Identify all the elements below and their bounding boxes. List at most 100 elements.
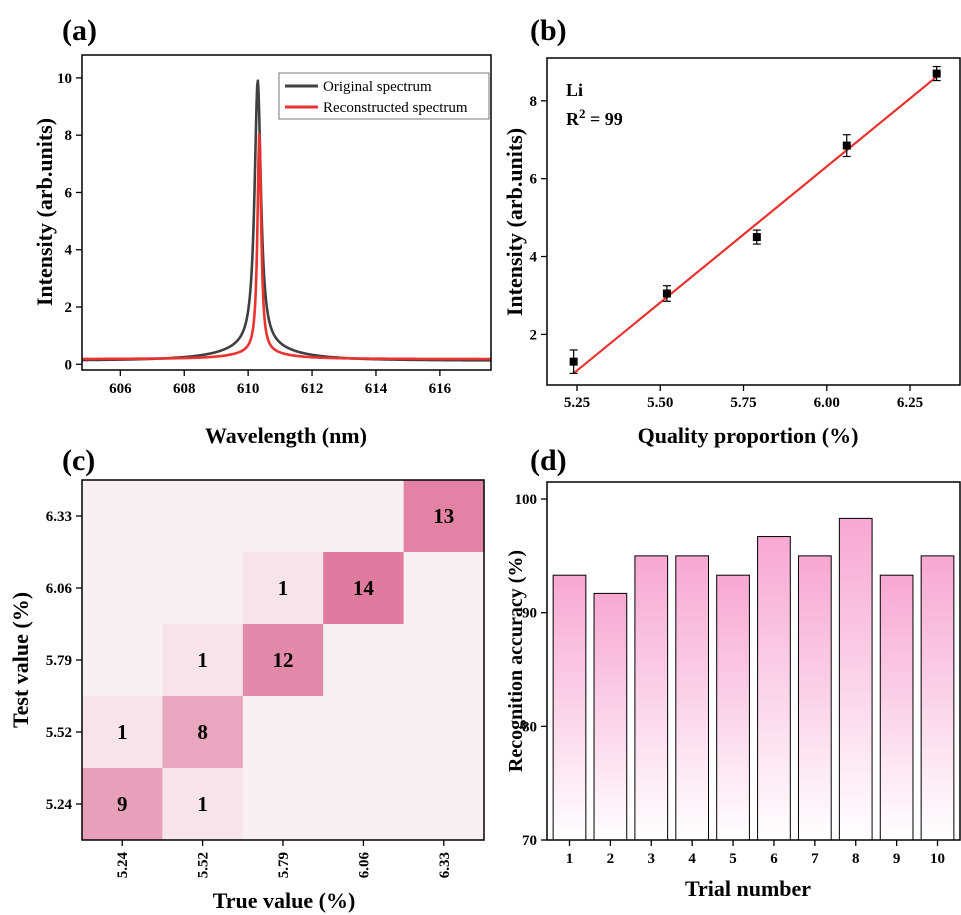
spectrum-x-tick-label: 610	[237, 381, 260, 397]
r2-base: R	[566, 109, 580, 129]
panel-label-a: (a)	[62, 14, 97, 47]
confusion-x-tick-label: 6.33	[437, 852, 453, 878]
confusion-y-tick-label: 5.52	[46, 725, 72, 741]
spectrum-x-tick-label: 614	[365, 381, 388, 397]
accuracy-bar	[716, 574, 750, 841]
accuracy-x-tick-label: 7	[811, 851, 819, 867]
r2-superscript: 2	[579, 106, 586, 121]
r2-value: = 99	[586, 109, 623, 129]
accuracy-y-tick-label: 100	[515, 492, 538, 508]
accuracy-x-tick-label: 8	[852, 851, 860, 867]
accuracy-x-axis-title: Trial number	[685, 876, 811, 901]
confusion-cell	[323, 552, 404, 624]
accuracy-bar	[797, 555, 832, 841]
spectrum-x-tick-label: 612	[301, 381, 324, 397]
accuracy-bar-chart: 1 2 3 4 5 6 7 8 9 10 70 80 90 100 Trial number Recogn…	[505, 481, 961, 901]
spectrum-legend: Original spectrum Reconstructed spectrum	[278, 72, 490, 120]
accuracy-y-tick-label: 70	[522, 833, 537, 849]
confusion-cell-value: 13	[433, 504, 454, 528]
panel-label-c: (c)	[62, 444, 95, 477]
linear-fit-line	[572, 75, 938, 375]
reconstructed-spectrum-line	[81, 132, 492, 361]
accuracy-bar	[838, 517, 873, 841]
accuracy-x-tick-label: 5	[729, 851, 737, 867]
confusion-x-tick-label: 5.52	[196, 852, 212, 878]
data-point	[662, 289, 671, 298]
spectrum-x-tick-label: 616	[429, 381, 452, 397]
confusion-cell-value: 1	[197, 648, 208, 672]
accuracy-bar	[675, 555, 710, 841]
spectrum-y-axis-title: Intensity (arb.units)	[32, 118, 57, 306]
calibration-x-tick-label: 5.50	[647, 395, 673, 411]
confusion-matrix: 9 1 1 8 1 12 1 14 13 5.24 5.24 5.52 5.52 5.79 5.79 6.0…	[8, 479, 485, 913]
calibration-x-axis-title: Quality proportion (%)	[638, 423, 859, 448]
calibration-y-tick-label: 2	[530, 327, 538, 343]
legend-label-reconstructed: Reconstructed spectrum	[323, 100, 468, 116]
spectrum-x-axis-title: Wavelength (nm)	[205, 423, 367, 448]
spectrum-y-tick-label: 10	[57, 71, 72, 87]
confusion-cell	[403, 480, 484, 552]
calibration-element-label: Li	[566, 80, 583, 100]
calibration-y-tick-label: 4	[530, 250, 538, 266]
confusion-cell-value: 12	[273, 648, 294, 672]
confusion-cell	[162, 624, 243, 696]
calibration-y-tick-label: 8	[530, 94, 538, 110]
confusion-cell-value: 9	[117, 792, 128, 816]
confusion-y-tick-label: 6.33	[46, 509, 72, 525]
spectrum-y-tick-label: 4	[65, 243, 73, 259]
legend-label-original: Original spectrum	[323, 79, 432, 95]
confusion-cell-value: 1	[278, 576, 289, 600]
accuracy-bar	[920, 555, 955, 841]
confusion-cell	[162, 768, 243, 840]
spectrum-plot-frame	[81, 54, 492, 371]
calibration-y-axis-title: Intensity (arb.units)	[502, 128, 527, 316]
calibration-chart: 5.25 5.50 5.75 6.00 6.25 2 4 6 8 Quality proport…	[502, 57, 961, 448]
confusion-cell	[82, 696, 163, 768]
accuracy-x-tick-label: 3	[648, 851, 656, 867]
accuracy-x-tick-label: 2	[607, 851, 615, 867]
confusion-y-tick-label: 5.79	[46, 653, 72, 669]
accuracy-bar	[634, 555, 669, 841]
accuracy-x-tick-label: 10	[930, 851, 945, 867]
panel-label-b: (b)	[530, 14, 567, 47]
spectrum-y-tick-label: 8	[65, 128, 73, 144]
spectrum-x-tick-label: 606	[109, 381, 132, 397]
spectrum-y-tick-label: 2	[65, 300, 73, 316]
accuracy-y-tick-label: 90	[522, 606, 537, 622]
calibration-y-tick-label: 6	[530, 172, 538, 188]
confusion-cell-value: 8	[197, 720, 208, 744]
spectrum-x-tick-label: 608	[173, 381, 196, 397]
confusion-x-tick-label: 5.24	[115, 852, 131, 879]
panel-label-d: (d)	[530, 444, 567, 477]
confusion-y-tick-label: 6.06	[46, 581, 73, 597]
confusion-x-tick-label: 6.06	[356, 852, 372, 879]
accuracy-x-tick-label: 9	[893, 851, 901, 867]
data-point	[752, 233, 761, 242]
confusion-cell-value: 1	[197, 792, 208, 816]
confusion-y-tick-label: 5.24	[46, 797, 73, 813]
calibration-x-tick-label: 5.75	[730, 395, 756, 411]
accuracy-bar	[552, 574, 587, 841]
confusion-cell	[162, 696, 243, 768]
spectrum-chart: 606 608 610 612 614 616 0 2 4 6 8 10 Wavelength (nm…	[32, 54, 492, 448]
confusion-cell-value: 1	[117, 720, 128, 744]
accuracy-bar	[879, 574, 914, 841]
confusion-cell	[82, 768, 163, 840]
accuracy-bar	[757, 536, 791, 841]
data-point	[932, 69, 941, 78]
calibration-x-tick-label: 6.25	[897, 395, 923, 411]
accuracy-bar	[593, 592, 628, 841]
data-point	[842, 141, 851, 150]
confusion-x-axis-title: True value (%)	[213, 888, 356, 913]
accuracy-x-tick-label: 4	[688, 851, 696, 867]
calibration-x-tick-label: 6.00	[814, 395, 840, 411]
original-spectrum-line	[81, 79, 492, 362]
confusion-x-tick-label: 5.79	[276, 852, 292, 878]
confusion-cell-value: 14	[353, 576, 375, 600]
spectrum-y-tick-label: 6	[65, 185, 73, 201]
spectrum-legend-box	[278, 72, 490, 120]
accuracy-x-tick-label: 1	[566, 851, 574, 867]
accuracy-x-tick-label: 6	[770, 851, 778, 867]
confusion-cell	[242, 624, 324, 696]
